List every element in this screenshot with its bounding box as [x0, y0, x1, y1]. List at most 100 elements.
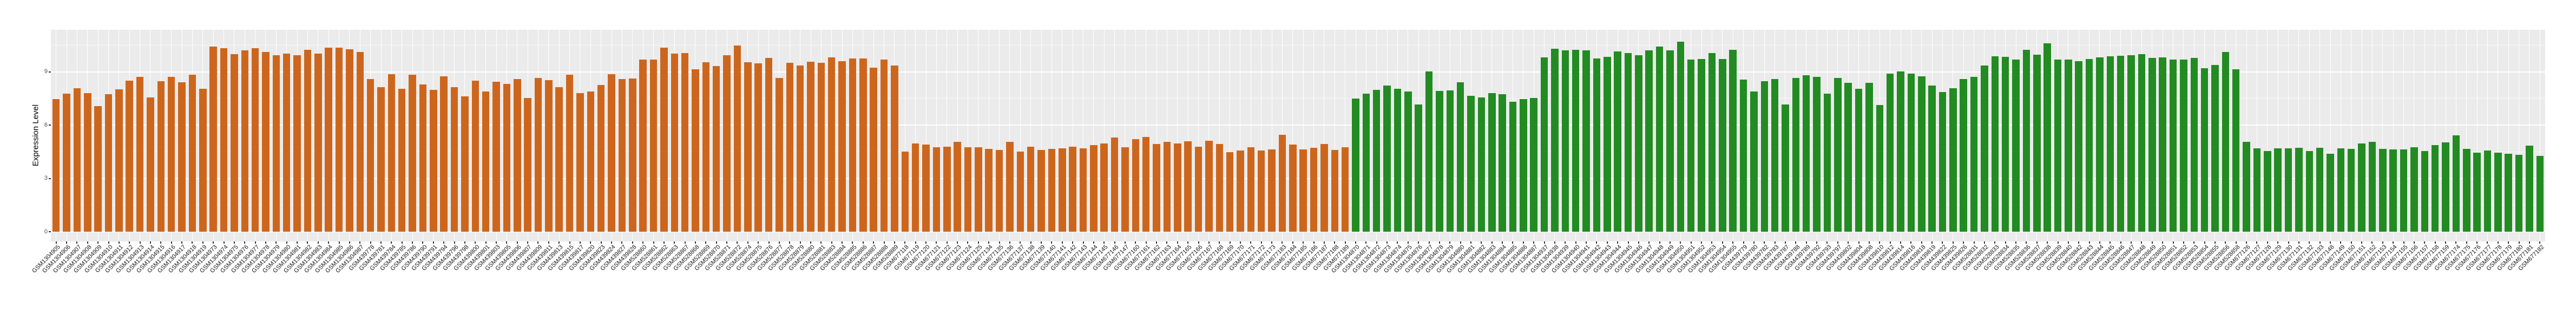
x-tick-mark: [422, 241, 424, 244]
x-tick-mark: [831, 241, 832, 244]
x-tick-mark: [936, 241, 937, 244]
gridline-vertical: [1030, 30, 1031, 241]
gridline-vertical: [915, 30, 916, 241]
x-tick-mark: [2162, 241, 2164, 244]
bar: [2159, 57, 2166, 232]
x-tick-mark: [2539, 241, 2541, 244]
bar: [807, 61, 814, 232]
bar: [2043, 43, 2051, 232]
x-tick-mark: [1701, 241, 1703, 244]
gridline-vertical: [1114, 30, 1115, 241]
bar: [1540, 57, 1548, 232]
gridline-vertical: [2393, 30, 2394, 241]
bar: [1194, 146, 1202, 232]
x-tick-mark: [1638, 241, 1639, 244]
x-tick-mark: [715, 241, 717, 244]
x-tick-mark: [1449, 241, 1451, 244]
bar: [891, 65, 898, 232]
bar: [1938, 91, 1947, 232]
x-tick-mark: [506, 241, 508, 244]
bar: [2284, 148, 2292, 232]
bar: [1247, 147, 1255, 232]
bar: [1760, 81, 1769, 232]
x-tick-mark: [957, 241, 958, 244]
gridline-vertical: [1020, 30, 1021, 241]
bar: [1006, 142, 1014, 232]
x-tick-mark: [2371, 241, 2373, 244]
x-tick-mark: [349, 241, 350, 244]
gridline-vertical: [1156, 30, 1157, 241]
bar: [188, 75, 196, 232]
x-tick-mark: [202, 241, 203, 244]
bar: [1739, 79, 1747, 232]
bar: [1582, 50, 1590, 232]
bar: [796, 66, 804, 232]
bar: [387, 74, 396, 232]
x-tick-mark: [621, 241, 623, 244]
x-tick-mark: [579, 241, 581, 244]
gridline-major: [51, 231, 2545, 232]
bar: [366, 79, 374, 232]
bar: [1509, 102, 1517, 232]
bar: [555, 87, 563, 232]
bar: [492, 81, 500, 232]
gridline-vertical: [2246, 30, 2247, 241]
x-tick-mark: [2005, 241, 2006, 244]
bar: [2316, 148, 2324, 232]
x-tick-mark: [694, 241, 696, 244]
bar: [1655, 46, 1664, 232]
x-tick-mark: [1020, 241, 1021, 244]
x-tick-mark: [2298, 241, 2299, 244]
x-tick-mark: [2350, 241, 2352, 244]
x-tick-mark: [286, 241, 287, 244]
x-tick-mark: [1072, 241, 1074, 244]
bar: [167, 76, 175, 232]
bar: [733, 45, 741, 232]
x-tick-mark: [1868, 241, 1870, 244]
bar: [1645, 50, 1653, 232]
x-tick-mark: [1533, 241, 1535, 244]
gridline-vertical: [2371, 30, 2373, 241]
bar: [2127, 55, 2135, 232]
bar: [1153, 143, 1160, 232]
x-tick-mark: [1648, 241, 1650, 244]
x-tick-mark: [1239, 241, 1241, 244]
bar: [262, 51, 270, 232]
x-tick-mark: [1219, 241, 1220, 244]
x-tick-mark: [1973, 241, 1975, 244]
bar: [629, 78, 636, 232]
x-tick-mark: [2110, 241, 2111, 244]
bar: [231, 54, 238, 232]
bar: [1100, 143, 1108, 232]
x-tick-mark: [684, 241, 686, 244]
x-tick-mark: [1365, 241, 1367, 244]
bar: [482, 91, 490, 232]
bar: [1205, 141, 1213, 232]
bar: [2368, 141, 2376, 232]
x-tick-mark: [674, 241, 675, 244]
bar: [1352, 98, 1359, 232]
x-tick-mark: [537, 241, 539, 244]
gridline-vertical: [2298, 30, 2299, 241]
x-tick-mark: [2235, 241, 2237, 244]
gridline-vertical: [2319, 30, 2321, 241]
x-tick-mark: [1910, 241, 1912, 244]
x-tick-mark: [2340, 241, 2342, 244]
bar: [985, 149, 993, 232]
x-tick-mark: [705, 241, 707, 244]
x-tick-mark: [653, 241, 654, 244]
bar: [608, 74, 615, 232]
x-tick-mark: [1586, 241, 1587, 244]
x-tick-mark: [55, 241, 57, 244]
x-tick-mark: [2225, 241, 2226, 244]
bar: [911, 143, 919, 232]
gridline-vertical: [1135, 30, 1136, 241]
gridline-vertical: [2508, 30, 2509, 241]
x-tick-mark: [1575, 241, 1576, 244]
bar: [827, 57, 836, 232]
bar: [922, 144, 930, 232]
x-tick-mark: [307, 241, 308, 244]
bar: [2494, 153, 2502, 232]
bar: [73, 88, 81, 232]
x-tick-mark: [1303, 241, 1304, 244]
